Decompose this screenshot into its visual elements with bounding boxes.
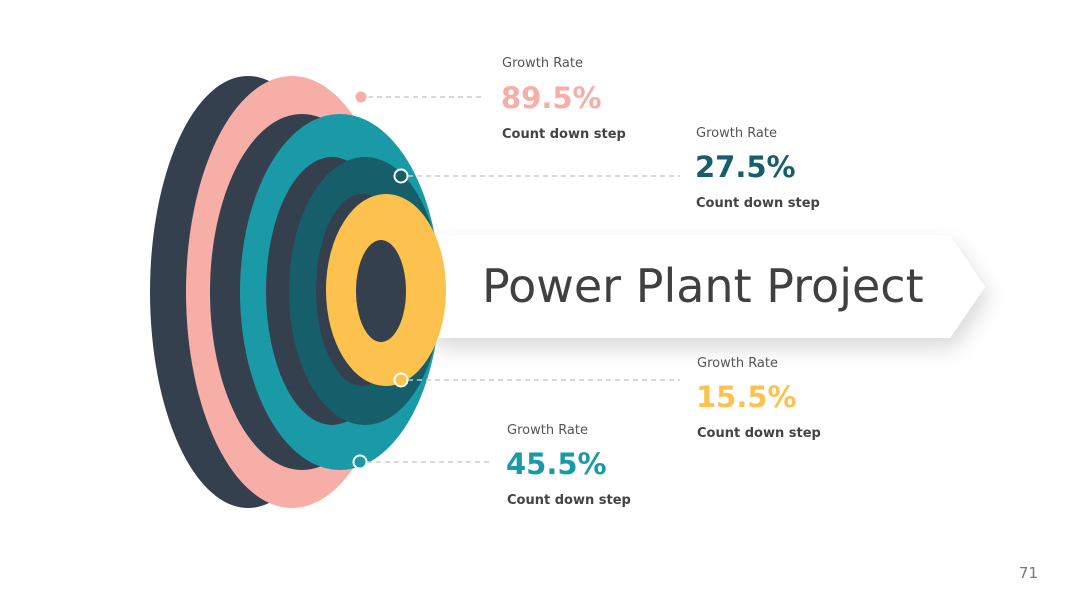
callout-value: 15.5%	[696, 380, 797, 414]
ring-hole	[356, 240, 406, 342]
callout-caption: Count down step	[502, 127, 626, 142]
callout-caption: Count down step	[696, 196, 820, 211]
rings	[150, 76, 446, 508]
callout-value: 45.5%	[506, 447, 607, 481]
page-number: 71	[1019, 564, 1038, 582]
callout-label: Growth Rate	[696, 126, 777, 141]
callout-caption: Count down step	[697, 426, 821, 441]
callout-label: Growth Rate	[697, 356, 778, 371]
marker	[393, 168, 409, 184]
marker	[393, 372, 409, 388]
callout-value: 89.5%	[501, 81, 602, 115]
marker	[352, 454, 368, 470]
callout-value: 27.5%	[695, 150, 796, 184]
callout-label: Growth Rate	[507, 423, 588, 438]
marker	[353, 89, 369, 105]
title: Power Plant Project	[482, 259, 924, 313]
title-banner	[430, 235, 985, 338]
callout-label: Growth Rate	[502, 56, 583, 71]
callout-caption: Count down step	[507, 493, 631, 508]
